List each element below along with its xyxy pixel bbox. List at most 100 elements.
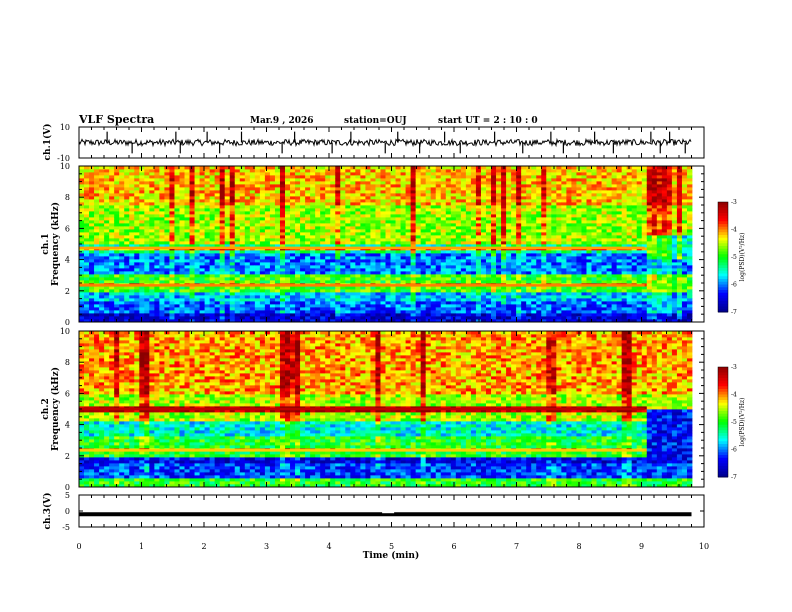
spectrogram-cell (209, 244, 216, 248)
spectrogram-cell (480, 184, 487, 188)
spectrogram-cell (264, 190, 271, 194)
spectrogram-cell (350, 190, 356, 194)
spectrogram-cell (219, 235, 226, 239)
spectrogram-cell (229, 286, 236, 290)
spectrogram-cell (435, 286, 442, 290)
spectrogram-cell (511, 223, 517, 227)
spectrogram-cell (410, 184, 417, 188)
spectrogram-cell (480, 250, 487, 254)
spectrogram-cell (315, 289, 321, 293)
spectrogram-cell (330, 220, 336, 224)
spectrogram-cell (340, 310, 346, 314)
spectrogram-cell (475, 313, 482, 317)
spectrogram-cell (390, 304, 396, 308)
spectrogram-cell (470, 178, 477, 182)
spectrogram-cell (285, 295, 291, 299)
spectrogram-cell (264, 292, 271, 296)
spectrogram-cell (350, 265, 356, 269)
spectrogram-cell (370, 253, 376, 257)
spectrogram-cell (521, 220, 527, 224)
spectrogram-cell (345, 193, 351, 197)
spectrogram-cell (219, 250, 226, 254)
spectrogram-cell (485, 316, 492, 320)
spectrogram-cell (199, 286, 206, 290)
spectrogram-cell (305, 175, 311, 179)
spectrogram-cell (124, 187, 130, 191)
spectrogram-cell (134, 235, 140, 239)
spectrogram-cell (455, 175, 462, 179)
spectrogram-cell (370, 319, 376, 323)
spectrogram-cell (269, 217, 276, 221)
spectrogram-cell (501, 235, 507, 239)
spectrogram-cell (104, 256, 110, 260)
spectrogram-cell (350, 280, 356, 284)
spectrogram-cell (516, 298, 522, 302)
spectrogram-cell (259, 274, 266, 278)
spectrogram-cell (415, 181, 422, 185)
spectrogram-cell (134, 175, 140, 179)
spectrogram-cell (360, 175, 366, 179)
spectrogram-cell (174, 253, 180, 257)
spectrogram-cell (109, 244, 115, 248)
spectrogram-cell (310, 289, 316, 293)
spectrogram-cell (425, 292, 432, 296)
spectrogram-cell (129, 187, 135, 191)
spectrogram-cell (144, 316, 150, 320)
spectrogram-cell (435, 250, 442, 254)
spectrogram-cell (320, 214, 326, 218)
spectrogram-cell (269, 226, 276, 230)
spectrogram-cell (229, 229, 236, 233)
spectrogram-cell (94, 268, 100, 272)
spectrogram-cell (300, 259, 306, 263)
spectrogram-cell (84, 229, 90, 233)
spectrogram-cell (380, 232, 386, 236)
spectrogram-cell (335, 226, 341, 230)
spectrogram-cell (516, 316, 522, 320)
spectrogram-cell (149, 292, 155, 296)
spectrogram-cell (224, 244, 231, 248)
spectrogram-cell (84, 199, 90, 203)
spectrogram-cell (506, 274, 512, 278)
spectrogram-cell (445, 301, 452, 305)
spectrogram-cell (285, 214, 291, 218)
spectrogram-cell (189, 178, 195, 182)
spectrogram-cell (536, 199, 542, 203)
spectrogram-cell (249, 313, 256, 317)
spectrogram-cell (435, 181, 442, 185)
spectrogram-cell (124, 277, 130, 281)
spectrogram-cell (159, 259, 165, 263)
spectrogram-cell (516, 214, 522, 218)
spectrogram-cell (496, 274, 502, 278)
spectrogram-cell (511, 175, 517, 179)
spectrogram-cell (465, 232, 472, 236)
spectrogram-cell (79, 316, 85, 320)
spectrogram-cell (139, 259, 145, 263)
spectrogram-cell (415, 316, 422, 320)
spectrogram-cell (496, 208, 502, 212)
spectrogram-cell (124, 208, 130, 212)
spectrogram-cell (119, 232, 125, 236)
spectrogram-cell (365, 211, 371, 215)
spectrogram-cell (79, 310, 85, 314)
spectrogram-cell (184, 169, 190, 173)
spectrogram-cell (209, 289, 216, 293)
spectrogram-cell (506, 181, 512, 185)
spectrogram-cell (310, 238, 316, 242)
spectrogram-cell (375, 229, 381, 233)
spectrogram-cell (169, 259, 175, 263)
spectrogram-cell (290, 208, 296, 212)
spectrogram-cell (184, 214, 190, 218)
spectrogram-cell (345, 259, 351, 263)
spectrogram-cell (425, 217, 432, 221)
spectrogram-cell (470, 229, 477, 233)
spectrogram-cell (254, 175, 261, 179)
spectrogram-cell (189, 193, 195, 197)
spectrogram-cell (415, 310, 422, 314)
spectrogram-cell (300, 271, 306, 275)
spectrogram-cell (79, 319, 85, 323)
spectrogram-cell (259, 169, 266, 173)
spectrogram-cell (340, 181, 346, 185)
spectrogram-cell (89, 265, 95, 269)
spectrogram-cell (199, 232, 206, 236)
spectrogram-cell (320, 268, 326, 272)
